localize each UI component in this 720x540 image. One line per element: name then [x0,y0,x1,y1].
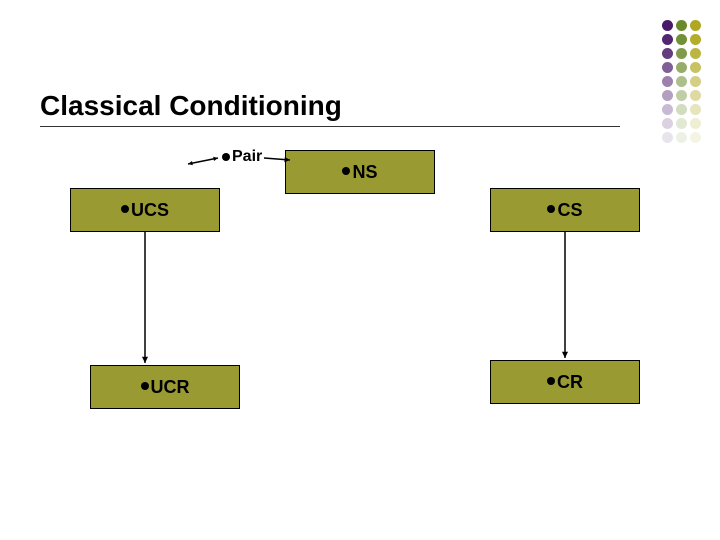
node-cs: CS [490,188,640,232]
title-underline [40,126,620,127]
node-cr-label: CR [557,372,583,393]
node-ucr: UCR [90,365,240,409]
pair-text: Pair [232,148,262,166]
page-title: Classical Conditioning [40,90,342,122]
node-ns: NS [285,150,435,194]
bullet-icon [547,205,555,213]
bullet-icon [141,382,149,390]
bullet-icon [121,205,129,213]
node-ns-label: NS [352,162,377,183]
node-ucs: UCS [70,188,220,232]
node-cr: CR [490,360,640,404]
bullet-icon [342,167,350,175]
pair-label: Pair [222,148,262,166]
node-ucr-label: UCR [151,377,190,398]
node-ucs-label: UCS [131,200,169,221]
bullet-icon [547,377,555,385]
decorative-dot-grid [660,18,702,144]
node-cs-label: CS [557,200,582,221]
arrows-layer [0,0,720,540]
bullet-icon [222,153,230,161]
